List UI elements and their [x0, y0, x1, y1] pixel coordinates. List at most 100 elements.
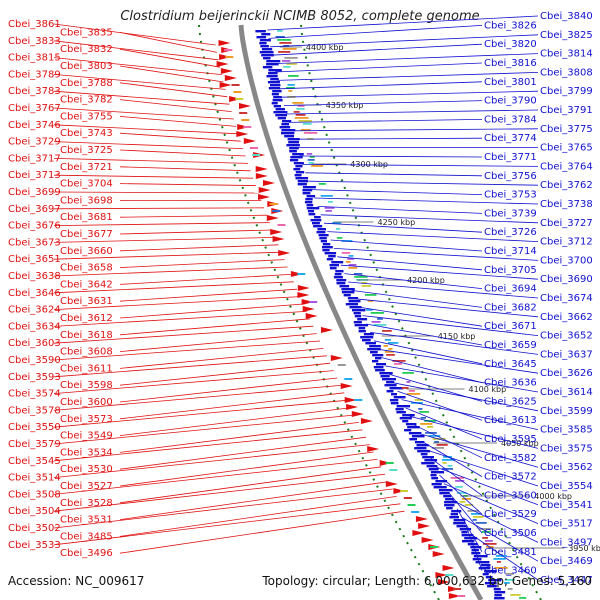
cog-category-mark [354, 276, 368, 278]
reverse-gene-label: Cbei_3541 [540, 500, 593, 511]
cog-category-mark [298, 120, 312, 122]
reverse-gene-label: Cbei_3774 [484, 133, 537, 144]
cog-category-mark [519, 597, 527, 599]
reverse-gene-leader [281, 90, 539, 98]
reverse-gene-mark [353, 312, 361, 315]
reverse-gene-leader [277, 72, 539, 81]
cog-category-mark [420, 423, 433, 425]
feature-mark [407, 504, 416, 506]
cog-category-mark [371, 321, 381, 323]
reverse-gene-mark [316, 231, 326, 234]
forward-gene-arrow [224, 75, 237, 81]
reverse-gene-mark [261, 33, 271, 36]
cog-category-mark [373, 324, 387, 326]
reverse-gene-mark [270, 78, 279, 81]
reverse-gene-label: Cbei_3636 [484, 378, 537, 389]
cog-category-mark [431, 447, 444, 449]
reverse-gene-mark [266, 75, 278, 78]
reverse-gene-mark [379, 372, 393, 375]
reverse-gene-mark [456, 525, 467, 528]
reverse-gene-mark [409, 438, 417, 441]
forward-gene-leader [53, 503, 401, 546]
reverse-gene-mark [389, 387, 404, 390]
forward-gene-leader [119, 48, 221, 68]
cog-category-mark [277, 30, 283, 32]
cog-category-mark [341, 252, 351, 254]
genome-backbone [238, 24, 484, 600]
reverse-gene-label: Cbei_3690 [540, 274, 593, 285]
reverse-gene-leader [269, 34, 539, 48]
reverse-gene-mark [289, 159, 299, 162]
reverse-gene-mark [289, 147, 299, 150]
forward-gene-arrow [236, 131, 249, 137]
reverse-gene-leader [393, 382, 539, 412]
reverse-gene-label: Cbei_3460 [484, 566, 537, 577]
reverse-gene-label: Cbei_3529 [484, 509, 537, 520]
cog-category-mark [384, 339, 391, 341]
cog-category-mark [484, 540, 493, 542]
reverse-gene-label: Cbei_3517 [540, 519, 593, 530]
reverse-gene-mark [453, 522, 466, 525]
forward-gene-leader [119, 229, 273, 235]
feature-mark [403, 497, 412, 499]
reverse-gene-mark [266, 60, 281, 63]
cog-category-mark [408, 390, 415, 392]
reverse-gene-mark [308, 213, 316, 216]
reverse-gene-mark [493, 588, 501, 591]
reverse-gene-mark [306, 207, 320, 210]
forward-gene-leader [53, 311, 307, 327]
reverse-gene-leader [456, 508, 483, 553]
reverse-gene-mark [259, 42, 267, 45]
forward-gene-leader [119, 303, 304, 319]
forward-gene-label: Cbei_3634 [8, 321, 61, 332]
forward-gene-leader [119, 99, 232, 112]
reverse-gene-mark [421, 462, 435, 465]
cog-category-mark [482, 537, 488, 539]
forward-gene-label: Cbei_3832 [60, 44, 113, 55]
reverse-gene-mark [435, 480, 448, 483]
forward-gene-label: Cbei_3600 [60, 397, 113, 408]
reverse-gene-label: Cbei_3562 [540, 462, 593, 473]
forward-gene-arrow [393, 488, 406, 494]
reverse-gene-mark [349, 306, 362, 309]
forward-gene-label: Cbei_3485 [60, 531, 113, 542]
reverse-gene-leader [385, 365, 539, 393]
forward-gene-label: Cbei_3713 [8, 170, 61, 181]
reverse-gene-mark [461, 534, 474, 537]
forward-gene-label: Cbei_3782 [60, 95, 113, 106]
feature-mark [277, 224, 286, 226]
reverse-gene-mark [295, 165, 303, 168]
reverse-gene-leader [358, 306, 483, 327]
forward-gene-leader [119, 451, 374, 487]
reverse-gene-mark [313, 225, 323, 228]
forward-gene-label: Cbei_3815 [8, 53, 61, 64]
reverse-gene-leader [370, 332, 539, 355]
forward-gene-leader [119, 333, 317, 352]
reverse-gene-mark [386, 381, 395, 384]
reverse-gene-leader [470, 533, 539, 581]
forward-gene-label: Cbei_3608 [60, 347, 113, 358]
cog-category-mark [414, 399, 424, 401]
kbp-label: 4150 kbp [438, 332, 476, 341]
reverse-gene-mark [430, 471, 445, 474]
reverse-gene-label: Cbei_3497 [540, 537, 593, 548]
reverse-gene-mark [295, 171, 305, 174]
reverse-gene-leader [294, 137, 483, 140]
forward-gene-label: Cbei_3534 [60, 447, 113, 458]
cog-category-mark [286, 63, 297, 65]
reverse-gene-mark [347, 297, 359, 300]
forward-gene-arrow [258, 194, 270, 200]
reverse-gene-label: Cbei_3753 [484, 190, 537, 201]
forward-gene-arrow [219, 54, 232, 60]
reverse-gene-label: Cbei_3775 [540, 124, 593, 135]
reverse-gene-mark [295, 177, 308, 180]
reverse-gene-mark [256, 36, 267, 39]
feature-mark [272, 210, 281, 212]
reverse-gene-mark [453, 519, 466, 522]
cog-category-mark [361, 285, 371, 287]
forward-gene-leader [53, 237, 276, 243]
forward-gene-arrow [216, 61, 229, 67]
forward-gene-leader [119, 82, 228, 98]
accession-text: Accession: NC_009617 [8, 574, 145, 588]
forward-gene-leader [53, 325, 314, 344]
